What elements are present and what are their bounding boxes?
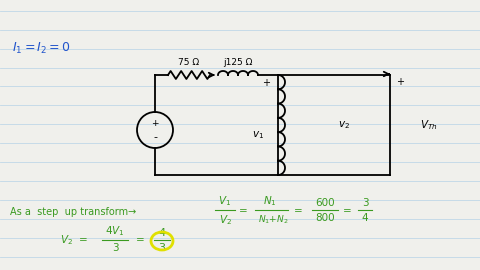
Text: $v_2$: $v_2$ <box>338 119 350 131</box>
Text: $N_1$: $N_1$ <box>263 194 277 208</box>
Text: =: = <box>239 206 247 216</box>
Text: =: = <box>294 206 302 216</box>
Text: +: + <box>396 77 404 87</box>
Text: +: + <box>151 120 159 129</box>
Text: -: - <box>153 132 157 142</box>
Text: $N_1$$+$$N_2$: $N_1$$+$$N_2$ <box>258 213 288 225</box>
Text: 3: 3 <box>112 243 118 253</box>
Text: As a  step  up transform→: As a step up transform→ <box>10 207 136 217</box>
Text: j125 Ω: j125 Ω <box>223 58 252 67</box>
Text: 75 Ω: 75 Ω <box>179 58 200 67</box>
Text: $4V_1$: $4V_1$ <box>105 224 125 238</box>
Text: 4: 4 <box>362 213 368 223</box>
Text: 3: 3 <box>158 243 166 253</box>
Text: $V_2$  =: $V_2$ = <box>60 233 88 247</box>
Text: =: = <box>136 235 144 245</box>
Text: 600: 600 <box>315 198 335 208</box>
Text: $v_1$: $v_1$ <box>252 129 264 141</box>
Text: 3: 3 <box>362 198 368 208</box>
Text: 800: 800 <box>315 213 335 223</box>
Text: +: + <box>262 78 270 88</box>
Text: =: = <box>343 206 351 216</box>
Text: $V_1$: $V_1$ <box>218 194 231 208</box>
Text: $I_1 = I_2 = 0$: $I_1 = I_2 = 0$ <box>12 40 71 56</box>
Text: $V_{Th}$: $V_{Th}$ <box>420 118 438 132</box>
Text: $V_2$: $V_2$ <box>218 213 231 227</box>
Text: 4: 4 <box>158 228 166 238</box>
